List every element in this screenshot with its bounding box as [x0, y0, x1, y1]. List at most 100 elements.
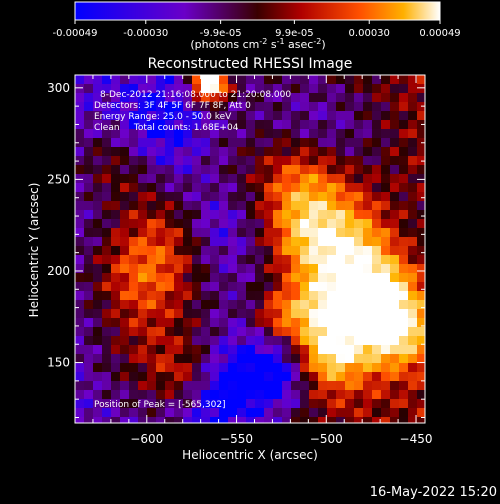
heatmap-cell [264, 201, 274, 211]
heatmap-cell [318, 183, 328, 193]
heatmap-cell [372, 84, 382, 94]
heatmap-cell [300, 309, 310, 319]
heatmap-cell [75, 93, 85, 103]
heatmap-cell [327, 129, 337, 139]
heatmap-cell [327, 228, 337, 238]
heatmap-cell [354, 102, 364, 112]
heatmap-cell [156, 111, 166, 121]
heatmap-cell [138, 138, 148, 148]
heatmap-cell [417, 309, 425, 319]
heatmap-cell [255, 120, 265, 130]
heatmap-cell [165, 354, 175, 364]
heatmap-cell [183, 264, 193, 274]
heatmap-cell [192, 111, 202, 121]
heatmap-cell [75, 282, 85, 292]
heatmap-cell [75, 120, 85, 130]
heatmap-cell [165, 417, 175, 423]
heatmap-cell [264, 309, 274, 319]
heatmap-cell [219, 390, 229, 400]
heatmap-cell [102, 111, 112, 121]
heatmap-cell [372, 147, 382, 157]
heatmap-cell [228, 237, 238, 247]
heatmap-cell [273, 138, 283, 148]
heatmap-cell [111, 327, 121, 337]
heatmap-cell [273, 282, 283, 292]
heatmap-cell [246, 120, 256, 130]
heatmap-cell [111, 219, 121, 229]
heatmap-cell [219, 147, 229, 157]
heatmap-cell [84, 84, 94, 94]
heatmap-cell [336, 165, 346, 175]
heatmap-cell [219, 246, 229, 256]
heatmap-cell [219, 183, 229, 193]
heatmap-cell [300, 147, 310, 157]
heatmap-cell [219, 417, 229, 423]
heatmap-cell [120, 102, 130, 112]
heatmap-cell [318, 147, 328, 157]
heatmap-cell [129, 372, 139, 382]
heatmap-cell [372, 102, 382, 112]
heatmap-cell [102, 264, 112, 274]
heatmap-cell [102, 237, 112, 247]
heatmap-cell [192, 390, 202, 400]
heatmap-cell [291, 165, 301, 175]
heatmap-cell [75, 390, 85, 400]
heatmap-cell [309, 120, 319, 130]
heatmap-cell [390, 282, 400, 292]
heatmap-cell [273, 246, 283, 256]
heatmap-cell [75, 417, 85, 423]
heatmap-cell [354, 273, 364, 283]
heatmap-cell [291, 120, 301, 130]
heatmap-cell [390, 273, 400, 283]
heatmap-cell [255, 111, 265, 121]
heatmap-cell [129, 291, 139, 301]
heatmap-cell [390, 120, 400, 130]
heatmap-cell [102, 219, 112, 229]
heatmap-cell [192, 282, 202, 292]
heatmap-cell [363, 264, 373, 274]
heatmap-cell [264, 210, 274, 220]
heatmap-cell [300, 399, 310, 409]
heatmap-cell [156, 354, 166, 364]
heatmap-cell [255, 228, 265, 238]
heatmap-cell [219, 75, 229, 85]
heatmap-cell [291, 111, 301, 121]
heatmap-cell [336, 363, 346, 373]
heatmap-cell [282, 192, 292, 202]
heatmap-cell [129, 138, 139, 148]
heatmap-cell [408, 273, 418, 283]
heatmap-cell [255, 147, 265, 157]
heatmap-cell [102, 201, 112, 211]
heatmap-cell [138, 84, 148, 94]
heatmap-cell [282, 264, 292, 274]
heatmap-cell [156, 309, 166, 319]
heatmap-cell [264, 318, 274, 328]
heatmap-cell [120, 417, 130, 423]
heatmap-cell [291, 246, 301, 256]
heatmap-cell [273, 372, 283, 382]
peak-position-label: Position of Peak = [-565,302] [94, 400, 226, 410]
heatmap-cell [417, 390, 425, 400]
heatmap-cell [363, 165, 373, 175]
heatmap-cell [201, 84, 211, 94]
heatmap-cell [372, 381, 382, 391]
heatmap-cell [363, 390, 373, 400]
heatmap-cell [327, 363, 337, 373]
heatmap-cell [273, 255, 283, 265]
heatmap-cell [174, 300, 184, 310]
heatmap-cell [210, 192, 220, 202]
y-axis-label: Heliocentric Y (arcsec) [27, 183, 41, 318]
heatmap-cell [129, 120, 139, 130]
heatmap-cell [165, 147, 175, 157]
heatmap-cell [399, 417, 409, 423]
heatmap-cell [84, 147, 94, 157]
heatmap-cell [120, 246, 130, 256]
heatmap-cell [264, 228, 274, 238]
heatmap-cell [372, 201, 382, 211]
heatmap-cell [363, 282, 373, 292]
heatmap-cell [228, 102, 238, 112]
heatmap-cell [345, 120, 355, 130]
heatmap-cell [210, 390, 220, 400]
